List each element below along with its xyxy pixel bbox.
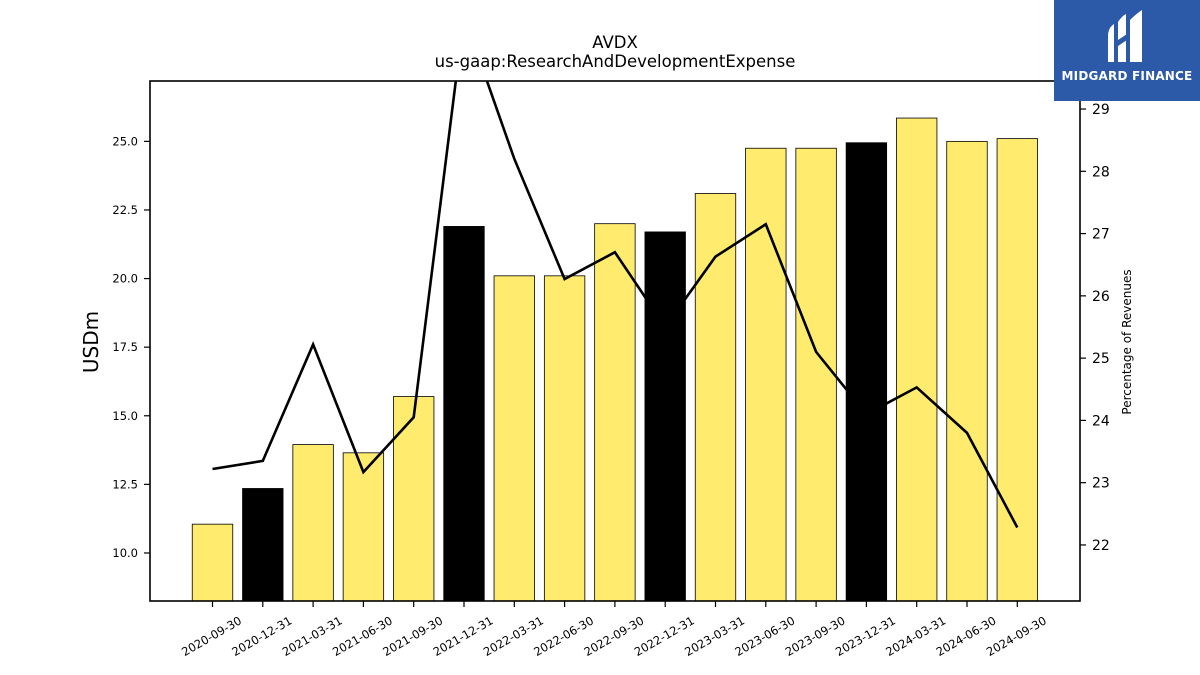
y-tick-label: 22.5	[112, 203, 138, 217]
logo-text: MIDGARD FINANCE	[1061, 69, 1193, 83]
y2-tick-label: 24	[1092, 413, 1110, 429]
bar-2024-09-30	[996, 138, 1038, 602]
bar-2021-03-31	[292, 444, 334, 602]
bar-2021-09-30	[393, 396, 435, 602]
bar-2023-03-31	[694, 193, 737, 602]
chart-title: AVDX	[592, 33, 638, 52]
bar-2020-12-31	[242, 488, 284, 602]
y2-tick-label: 25	[1092, 351, 1110, 367]
y-tick-label: 17.5	[112, 340, 138, 354]
y2-tick-label: 26	[1092, 289, 1110, 305]
y2-axis-label: Percentage of Revenues	[1120, 269, 1134, 414]
y-tick-label: 25.0	[112, 134, 138, 148]
y2-tick-label: 27	[1092, 227, 1110, 243]
bar-2022-06-30	[543, 275, 586, 602]
y-tick-label: 10.0	[112, 546, 138, 560]
bar-2022-09-30	[594, 223, 636, 602]
bar-2021-06-30	[342, 452, 385, 602]
y2-tick-label: 23	[1092, 476, 1110, 492]
y-tick-label: 12.5	[112, 477, 138, 491]
y2-tick-label: 22	[1092, 538, 1110, 554]
bar-2022-03-31	[493, 275, 535, 602]
bar-2024-06-30	[946, 140, 988, 602]
bar-2023-12-31	[845, 142, 888, 602]
chart-subtitle: us-gaap:ResearchAndDevelopmentExpense	[434, 52, 796, 71]
bar-2023-09-30	[795, 147, 837, 602]
bar-2021-12-31	[443, 226, 485, 602]
y2-tick-label: 29	[1092, 102, 1110, 118]
y2-tick-label: 28	[1092, 164, 1110, 180]
bar-2024-03-31	[896, 117, 938, 602]
bar-2020-09-30	[191, 523, 234, 602]
logo-mark-icon	[1108, 10, 1142, 62]
midgard-finance-logo: MIDGARD FINANCE	[1054, 0, 1200, 101]
bar-2023-06-30	[745, 147, 787, 602]
y-tick-label: 20.0	[112, 272, 138, 286]
y-tick-label: 15.0	[112, 409, 138, 423]
y-axis-label: USDm	[79, 311, 103, 373]
pct-revenue-line	[212, 81, 1019, 529]
bar-2022-12-31	[644, 231, 686, 602]
